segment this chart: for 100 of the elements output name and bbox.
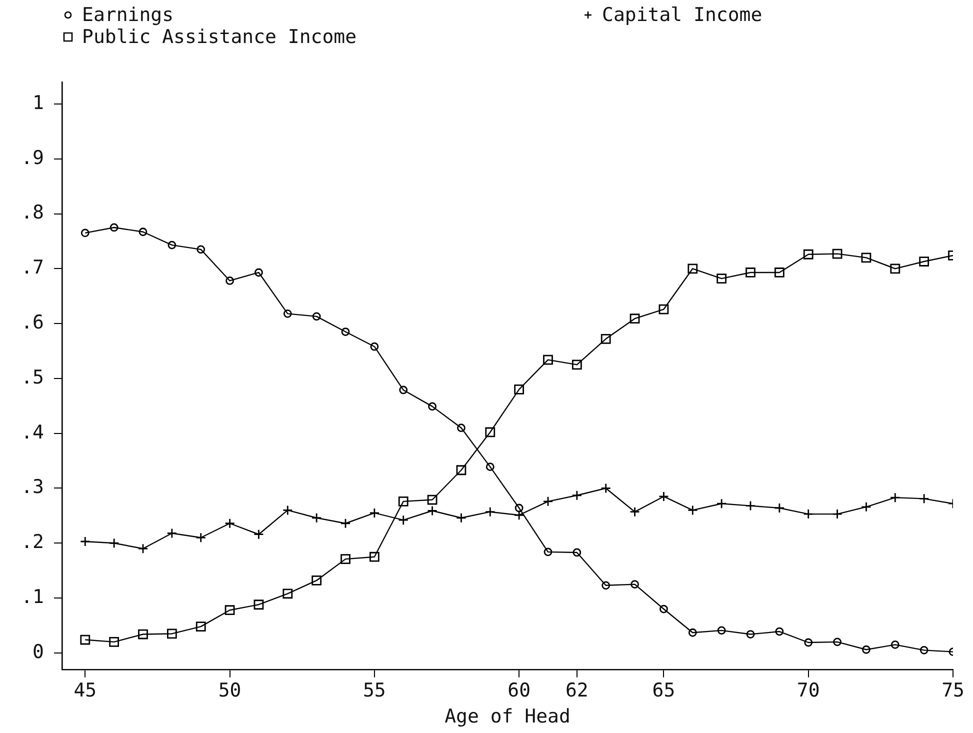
point [514, 510, 524, 520]
x-tick-label: 45 [74, 680, 97, 702]
point [861, 252, 872, 263]
point [456, 465, 466, 476]
x-tick-label: 60 [508, 680, 531, 702]
point [514, 384, 524, 394]
y-tick-label: .1 [21, 586, 44, 608]
y-tick-label: 0 [32, 640, 44, 663]
legend-label: Public Assistance Income [82, 26, 357, 48]
y-tick-label: .3 [21, 476, 44, 498]
point [398, 514, 409, 526]
point [457, 424, 466, 432]
point [687, 505, 698, 516]
point [138, 228, 148, 236]
point [398, 496, 408, 506]
point [427, 506, 438, 516]
point [196, 532, 206, 543]
legend-label: Capital Income [602, 4, 762, 26]
point [803, 508, 814, 520]
point [311, 512, 322, 524]
point [919, 256, 930, 266]
x-tick-label: 55 [362, 680, 386, 702]
point [196, 622, 206, 632]
point [340, 554, 350, 564]
point [832, 508, 842, 520]
y-tick-label: .4 [21, 421, 44, 444]
point [660, 604, 668, 614]
x-tick-label: 75 [942, 680, 964, 702]
x-tick-label: 65 [652, 680, 676, 702]
x-tick-label: 70 [796, 680, 820, 702]
point [890, 264, 900, 274]
point [630, 506, 640, 518]
legend-label: Earnings [82, 4, 174, 26]
point [341, 328, 350, 336]
point [602, 581, 610, 590]
point [428, 402, 436, 411]
point [282, 505, 293, 516]
point [399, 386, 408, 394]
point [774, 502, 785, 514]
point [224, 605, 235, 616]
point [80, 228, 90, 238]
point [746, 630, 755, 638]
point [745, 500, 756, 512]
point [572, 490, 582, 501]
point [108, 538, 120, 548]
point [196, 245, 206, 254]
point [572, 548, 582, 557]
point [166, 528, 178, 538]
point [688, 264, 698, 274]
point [600, 483, 612, 494]
point [543, 354, 553, 365]
point [312, 312, 321, 321]
point [630, 580, 639, 589]
point [833, 638, 842, 646]
point [920, 646, 928, 654]
point [716, 498, 727, 509]
y-tick-label: 1 [32, 92, 44, 114]
point [166, 628, 177, 639]
point [456, 512, 466, 524]
point [832, 248, 842, 259]
point [484, 506, 496, 518]
point [109, 637, 120, 647]
point [544, 548, 552, 556]
point [514, 504, 524, 512]
point [775, 627, 784, 636]
point [890, 640, 900, 649]
point [486, 462, 494, 472]
point [862, 645, 870, 654]
point [369, 552, 380, 562]
point [224, 518, 235, 529]
point [688, 628, 697, 637]
point [918, 493, 930, 504]
y-tick-label: .2 [21, 531, 44, 554]
point [600, 334, 611, 344]
point [312, 576, 322, 586]
point [774, 268, 784, 278]
point [746, 268, 756, 278]
point [254, 600, 264, 610]
point [572, 360, 582, 370]
point [485, 427, 496, 438]
point [254, 529, 264, 540]
x-tick-label: 50 [218, 680, 242, 702]
point [283, 309, 292, 318]
point [716, 274, 727, 284]
point [138, 543, 148, 554]
point [282, 588, 293, 599]
y-tick-label: .8 [21, 202, 44, 224]
point [658, 304, 669, 314]
point [226, 276, 234, 285]
point [630, 314, 640, 324]
point [80, 634, 90, 645]
y-tick-label: .9 [21, 146, 44, 169]
point [138, 629, 148, 640]
point [80, 536, 90, 547]
point [861, 502, 872, 512]
point [370, 342, 379, 351]
point [890, 492, 900, 503]
point [340, 518, 351, 529]
point [717, 626, 726, 635]
point [542, 496, 554, 507]
